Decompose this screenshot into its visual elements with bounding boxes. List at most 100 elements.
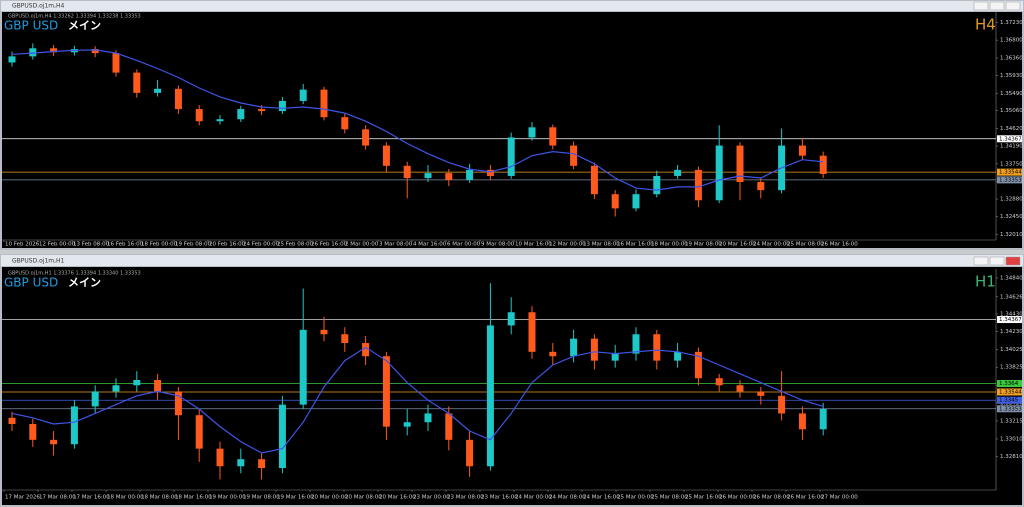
y-tick-label: 1.37230: [1000, 20, 1023, 26]
candle-body: [217, 449, 224, 467]
candle-body: [529, 127, 536, 137]
candle-body: [549, 352, 556, 356]
price-level-label: 1.3364: [999, 381, 1019, 387]
x-tick-label: 26 Mar 08:00: [753, 495, 790, 501]
candle-body: [133, 73, 140, 93]
y-tick-label: 1.32450: [1000, 214, 1023, 220]
candle-body: [757, 182, 764, 190]
window-title: GBPUSD.oj1m,H4: [12, 3, 65, 10]
x-tick-label: 10 Feb 2026: [5, 242, 40, 248]
candle-body: [425, 413, 432, 422]
candle-body: [113, 385, 120, 391]
x-tick-label: 25 Mar 00:00: [617, 495, 654, 501]
x-tick-label: 6 Mar 00:00: [447, 242, 481, 248]
candle-body: [9, 418, 16, 424]
candle-body: [633, 334, 640, 353]
candle-body: [508, 312, 515, 325]
x-tick-label: 20 Mar 08:00: [345, 495, 382, 501]
x-tick-label: 18 Feb 00:00: [141, 242, 178, 248]
y-tick-label: 1.34620: [1000, 126, 1023, 132]
candle-body: [508, 137, 515, 176]
y-tick-label: 1.32810: [1000, 454, 1023, 460]
window-title: GBPUSD.oj1m,H1: [12, 258, 65, 265]
candle-body: [404, 166, 411, 178]
maximize-button[interactable]: [990, 257, 1004, 265]
x-tick-label: 18 Mar 08:00: [141, 495, 178, 501]
x-tick-label: 20 Mar 16:00: [379, 495, 416, 501]
x-tick-label: 18 Mar 00:00: [107, 495, 144, 501]
x-tick-label: 12 Feb 00:00: [39, 242, 76, 248]
x-tick-label: 19 Mar 08:00: [685, 242, 722, 248]
x-tick-label: 9 Mar 08:00: [481, 242, 515, 248]
candle-body: [341, 117, 348, 129]
candle-body: [529, 312, 536, 352]
chart-area: [2, 12, 1022, 248]
x-tick-label: 19 Feb 08:00: [175, 242, 212, 248]
candle-body: [445, 173, 452, 180]
candle-body: [341, 334, 348, 343]
x-tick-label: 19 Mar 08:00: [243, 495, 280, 501]
candle-body: [279, 405, 286, 468]
candle-body: [716, 378, 723, 385]
x-tick-label: 16 Feb 16:00: [107, 242, 144, 248]
candle-body: [29, 424, 36, 440]
candle-body: [674, 352, 681, 361]
y-tick-label: 1.35930: [1000, 73, 1023, 79]
candle-body: [570, 339, 577, 357]
x-tick-label: 20 Mar 00:00: [311, 495, 348, 501]
symbol-label: GBP USD: [4, 276, 58, 290]
candle-body: [50, 440, 57, 444]
close-button[interactable]: [1006, 257, 1020, 265]
minimize-button[interactable]: [974, 257, 988, 265]
close-button[interactable]: [1006, 2, 1020, 10]
maximize-button[interactable]: [990, 2, 1004, 10]
candle-body: [612, 354, 619, 361]
x-tick-label: 19 Mar 00:00: [209, 495, 246, 501]
title-bar: [1, 1, 1023, 11]
x-tick-label: 23 Mar 00:00: [413, 495, 450, 501]
candle-body: [591, 166, 598, 194]
candle-body: [799, 413, 806, 429]
candle-body: [404, 422, 411, 426]
y-tick-label: 1.36360: [1000, 55, 1023, 61]
candle-body: [570, 146, 577, 166]
y-tick-label: 1.32010: [1000, 232, 1023, 238]
price-level-label: 1.3345: [999, 398, 1019, 404]
timeframe-label: H1: [975, 273, 996, 291]
x-tick-label: 17 Mar 16:00: [73, 495, 110, 501]
candle-body: [154, 380, 161, 391]
x-tick-label: 26 Mar 16:00: [787, 495, 824, 501]
candle-body: [321, 330, 328, 334]
candle-body: [778, 396, 785, 414]
x-tick-label: 25 Feb 08:00: [277, 242, 314, 248]
candle-body: [362, 129, 369, 145]
candle-body: [154, 89, 161, 93]
candle-body: [820, 409, 827, 429]
x-tick-label: 23 Mar 16:00: [481, 495, 518, 501]
candle-body: [300, 90, 307, 101]
x-tick-label: 25 Mar 08:00: [651, 495, 688, 501]
price-level-label: 1.33544: [999, 389, 1022, 395]
candle-body: [591, 339, 598, 361]
x-tick-label: 13 Mar 08:00: [583, 242, 620, 248]
candle-body: [695, 170, 702, 200]
candle-body: [133, 380, 140, 385]
y-tick-label: 1.34190: [1000, 143, 1023, 149]
candle-body: [799, 146, 806, 156]
x-tick-label: 26 Mar 16:00: [821, 242, 858, 248]
x-tick-label: 23 Mar 08:00: [447, 495, 484, 501]
x-tick-label: 24 Mar 08:00: [549, 495, 586, 501]
candle-body: [674, 170, 681, 176]
candle-body: [425, 173, 432, 178]
x-tick-label: 24 Mar 00:00: [515, 495, 552, 501]
x-tick-label: 18 Mar 16:00: [175, 495, 212, 501]
candle-body: [737, 385, 744, 391]
candle-body: [716, 146, 723, 201]
y-tick-label: 1.34626: [1000, 294, 1023, 300]
y-tick-label: 1.33010: [1000, 436, 1023, 442]
candle-body: [92, 391, 99, 406]
minimize-button[interactable]: [974, 2, 988, 10]
timeframe-label: H4: [975, 16, 996, 34]
price-level-label: 1.34367: [999, 317, 1022, 323]
candle-body: [633, 194, 640, 208]
